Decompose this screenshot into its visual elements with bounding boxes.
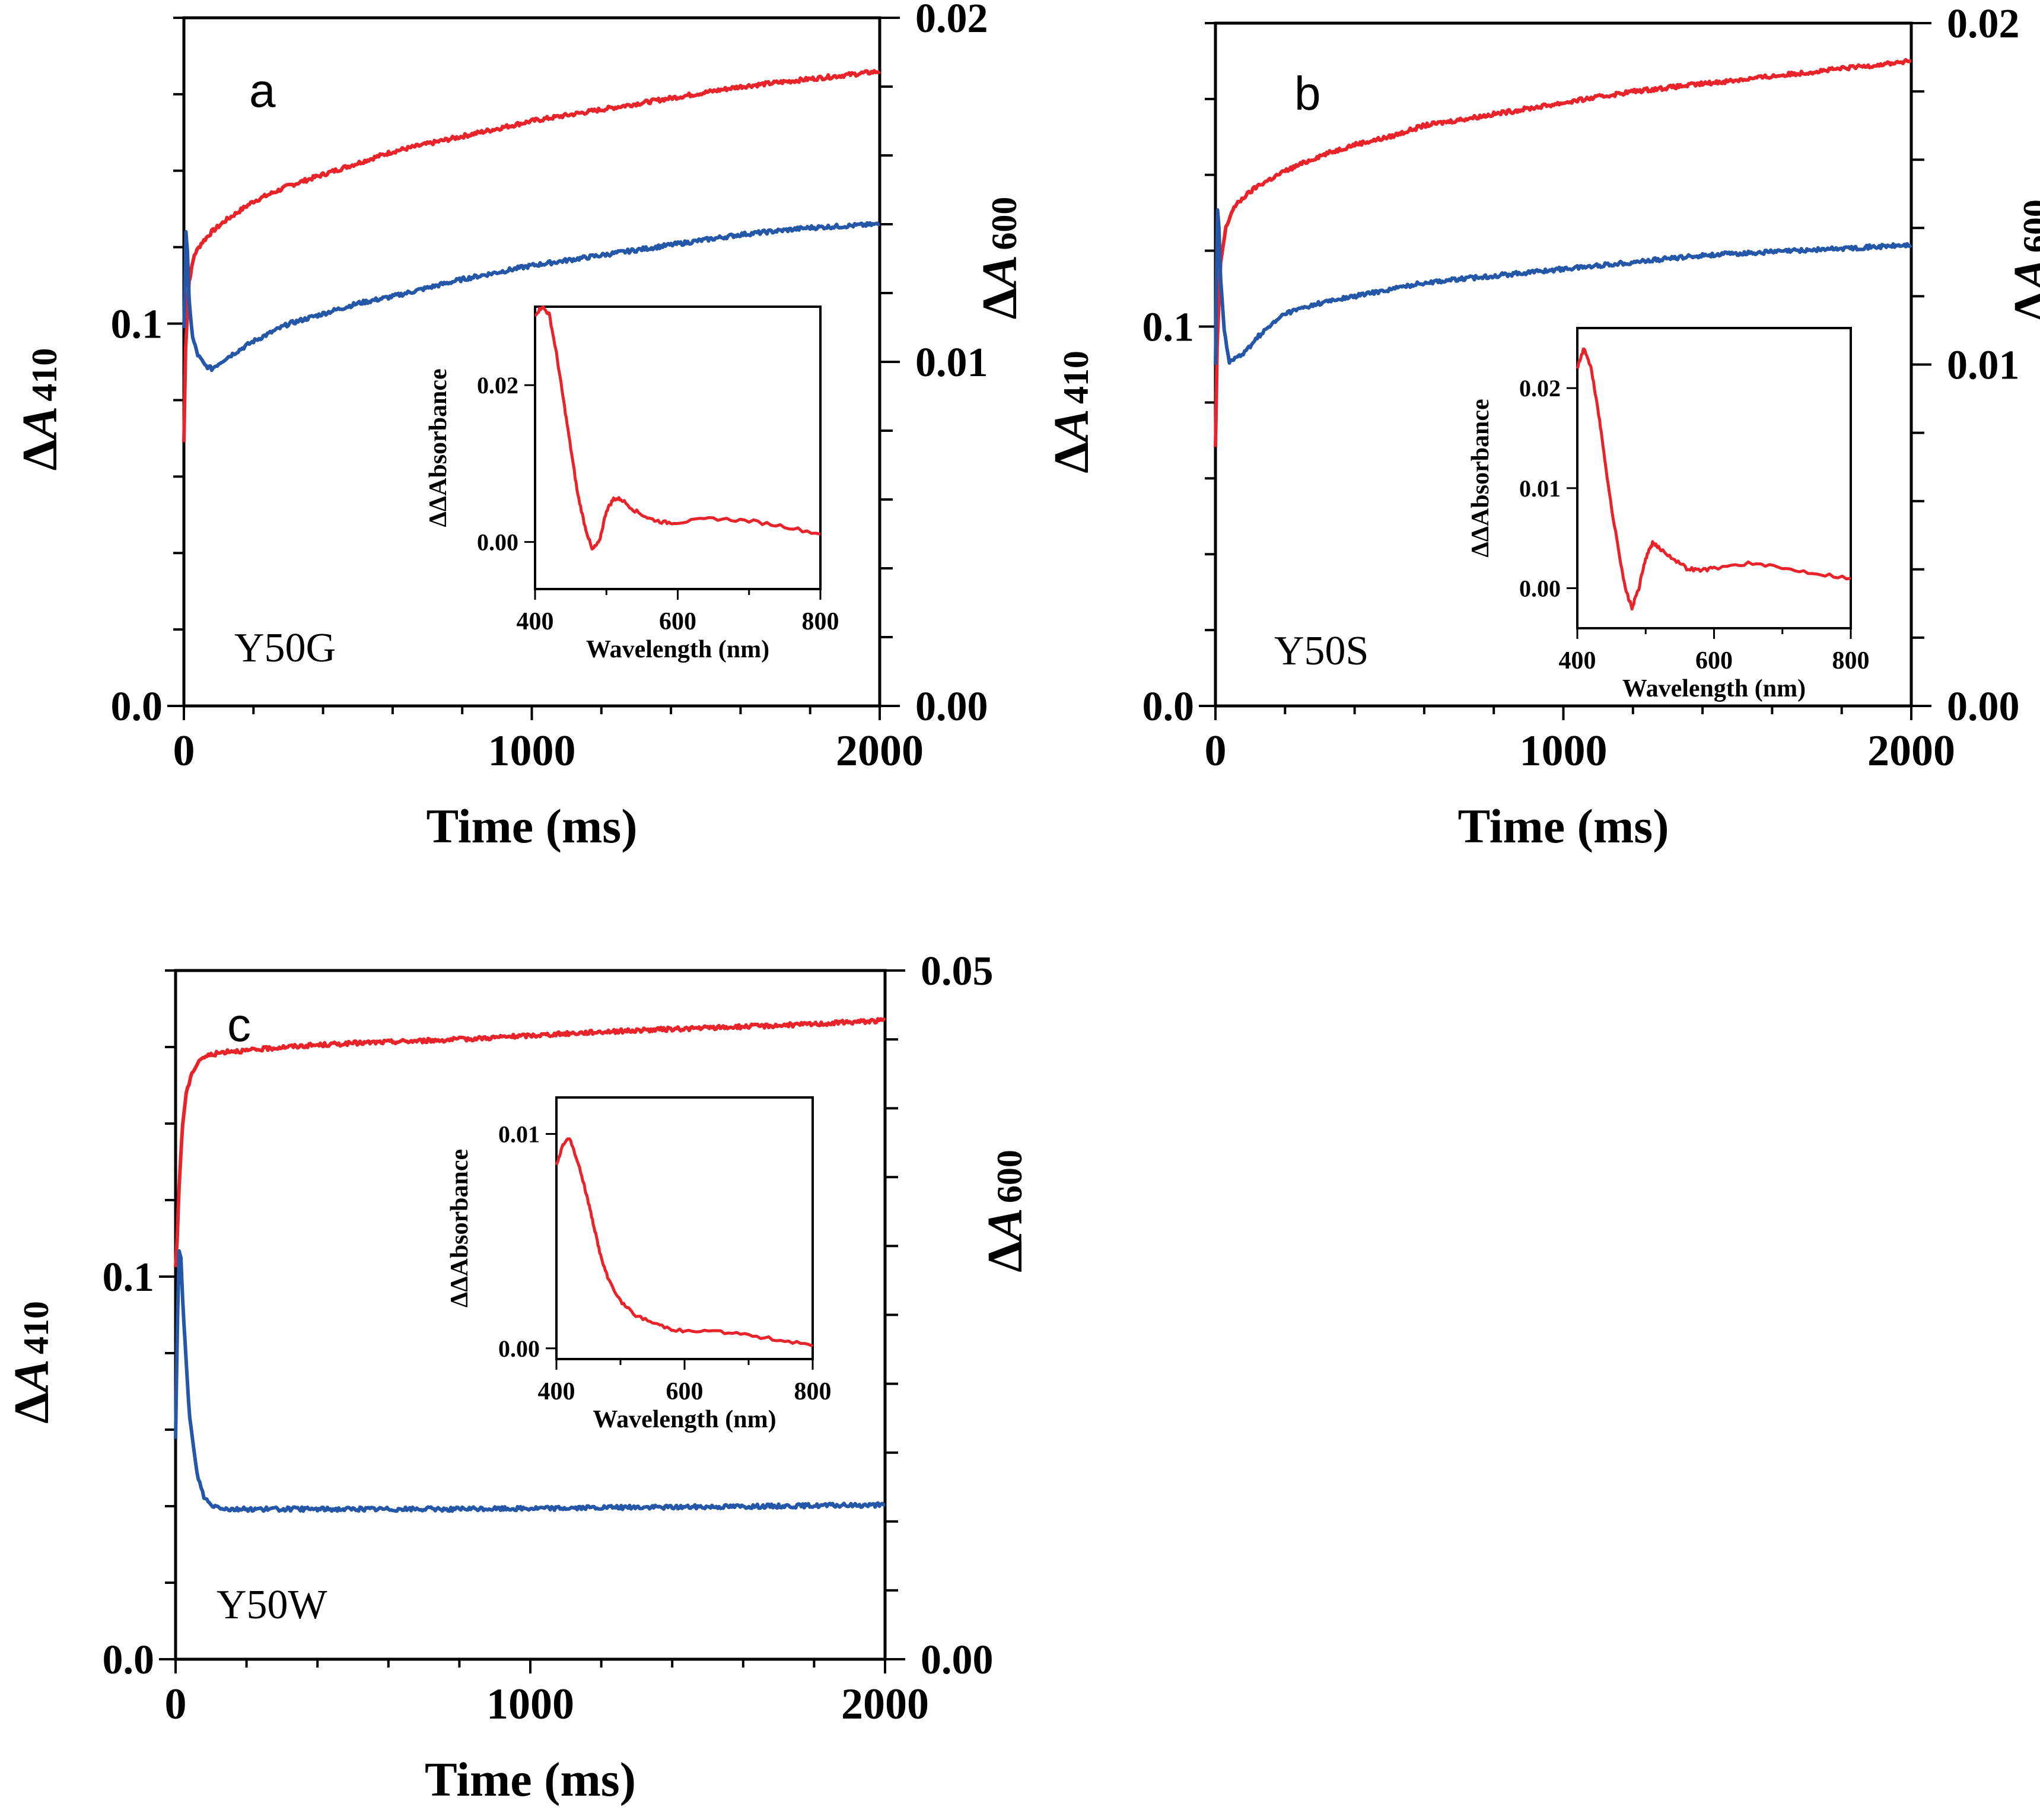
- inset-y-tick-label: 0.00: [477, 529, 518, 556]
- inset-x-tick-label: 400: [538, 1378, 575, 1405]
- y-left-tick-label: 0.0: [111, 684, 163, 730]
- series-red-trace: [174, 1017, 886, 1268]
- y-left-title-a: A: [1044, 409, 1099, 445]
- inset-y-tick-label: 0.00: [1519, 575, 1561, 602]
- y-left-axis-title: ΔA 410: [4, 1301, 59, 1424]
- plot-frame: [174, 969, 887, 1661]
- inset-y-tick-label: 0.02: [477, 372, 518, 399]
- y-left-title-sub: 410: [1056, 351, 1096, 404]
- series-red-trace: [1214, 58, 1912, 447]
- y-right-title-sub: 600: [985, 197, 1024, 250]
- inset-x-tick-label: 800: [802, 608, 839, 635]
- x-axis-title: Time (ms): [1457, 799, 1669, 853]
- y-right-title-delta: Δ: [978, 1241, 1033, 1272]
- y-left-tick-label: 0.0: [103, 1637, 155, 1683]
- inset-x-tick-label: 600: [1695, 647, 1733, 674]
- y-right-tick-label: 0.00: [1947, 684, 2020, 730]
- inset-y-axis-title: ΔΔAbsorbance: [425, 368, 452, 527]
- plot-frame: [1214, 21, 1913, 708]
- inset-frame: [1576, 327, 1852, 629]
- inset-chart: 400 600 800 0.00 0.01 Wavelength (nm) ΔΔAbsorb…: [446, 1096, 832, 1433]
- y-right-axis-title: ΔA 600: [2004, 199, 2040, 322]
- y-left-axis-title: ΔA 410: [1044, 351, 1099, 473]
- y-right-title-a: A: [978, 1208, 1033, 1244]
- y-left-title-a: A: [12, 406, 68, 443]
- y-right-title-delta: Δ: [2004, 291, 2040, 322]
- y-right-tick-label: 0.00: [921, 1637, 994, 1683]
- panel-label: c: [227, 998, 251, 1051]
- y-left-tick-label: 0.0: [1142, 684, 1195, 730]
- inset-y-tick-label: 0.00: [498, 1335, 540, 1362]
- y-left-title-delta: Δ: [1044, 442, 1099, 473]
- x-tick-label: 0: [165, 1680, 187, 1729]
- y-left-title-delta: Δ: [12, 440, 68, 471]
- inset-chart: 400 600 800 0.00 0.01 0.02 Wavelength (nm) ΔΔAb…: [1467, 327, 1870, 702]
- series-red-trace: [182, 69, 881, 443]
- inset-x-tick-label: 600: [659, 608, 696, 635]
- x-axis-title: Time (ms): [425, 1752, 636, 1806]
- inset-x-tick-label: 400: [517, 608, 554, 635]
- y-left-tick-label: 0.1: [111, 302, 163, 348]
- inset-x-tick-label: 800: [794, 1378, 832, 1405]
- y-right-title-a: A: [972, 255, 1027, 291]
- inset-y-tick-label: 0.01: [1519, 475, 1561, 502]
- x-tick-label: 1000: [488, 727, 576, 775]
- series-blue-trace: [174, 1249, 886, 1513]
- inset-y-axis-title: ΔΔAbsorbance: [446, 1149, 473, 1307]
- inset-spectrum-trace: [555, 1137, 814, 1348]
- y-right-title-sub: 600: [990, 1150, 1029, 1203]
- mutant-label: Y50S: [1274, 628, 1369, 674]
- inset-spectrum-trace: [534, 305, 821, 551]
- series-blue-trace: [182, 221, 880, 373]
- x-tick-label: 2000: [836, 727, 924, 775]
- inset-x-tick-label: 800: [1832, 647, 1870, 674]
- x-tick-label: 2000: [841, 1680, 929, 1729]
- inset-spectrum-trace: [1576, 347, 1851, 611]
- y-right-tick-label: 0.01: [915, 340, 988, 386]
- y-right-tick-label: 0.02: [915, 0, 988, 42]
- inset-frame: [534, 306, 822, 590]
- inset-x-axis-title: Wavelength (nm): [1622, 675, 1806, 702]
- panel-label: b: [1294, 67, 1321, 120]
- mutant-label: Y50G: [234, 625, 336, 671]
- inset-chart: 400 600 800 0.00 0.02 Wavelength (nm) ΔΔAbsorb…: [425, 305, 839, 663]
- y-right-title-delta: Δ: [972, 288, 1027, 320]
- y-right-tick-label: 0.00: [915, 684, 988, 730]
- y-left-tick-label: 0.1: [1142, 305, 1195, 351]
- y-left-title-sub: 410: [17, 1301, 56, 1354]
- x-tick-label: 2000: [1867, 727, 1955, 775]
- y-right-axis-title: ΔA 600: [978, 1150, 1033, 1272]
- y-right-tick-label: 0.05: [921, 949, 994, 994]
- x-tick-label: 1000: [1520, 727, 1608, 775]
- y-right-axis-title: ΔA 600: [972, 197, 1027, 320]
- y-left-title-delta: Δ: [4, 1392, 59, 1424]
- inset-x-axis-title: Wavelength (nm): [586, 636, 769, 663]
- inset-y-axis-title: ΔΔAbsorbance: [1467, 399, 1494, 557]
- inset-x-axis-title: Wavelength (nm): [593, 1406, 776, 1433]
- inset-y-tick-label: 0.01: [498, 1121, 540, 1147]
- y-left-tick-label: 0.1: [103, 1255, 155, 1300]
- panel-label: a: [249, 64, 276, 117]
- y-left-title-a: A: [4, 1359, 59, 1395]
- y-left-title-sub: 410: [25, 348, 64, 402]
- y-right-title-sub: 600: [2016, 199, 2040, 253]
- y-right-tick-label: 0.01: [1947, 343, 2020, 389]
- series-blue-trace: [1214, 208, 1912, 365]
- mutant-label: Y50W: [217, 1582, 327, 1628]
- y-left-axis-title: ΔA 410: [12, 348, 68, 471]
- inset-x-tick-label: 600: [666, 1378, 704, 1405]
- inset-y-tick-label: 0.02: [1519, 375, 1561, 402]
- y-right-title-a: A: [2004, 257, 2040, 294]
- inset-x-tick-label: 400: [1559, 647, 1596, 674]
- x-tick-label: 0: [173, 727, 195, 775]
- x-tick-label: 1000: [486, 1680, 574, 1729]
- x-tick-label: 0: [1205, 727, 1227, 775]
- x-axis-title: Time (ms): [426, 799, 637, 853]
- y-right-tick-label: 0.02: [1947, 1, 2020, 47]
